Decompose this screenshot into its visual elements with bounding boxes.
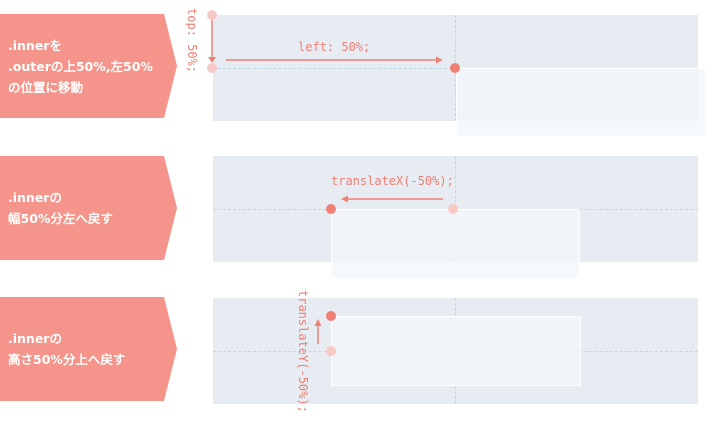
step-1-label-line-2: .outerの上50%,左50% (8, 58, 153, 74)
step-1-target-dot (450, 63, 460, 73)
step-3-inner-box (331, 316, 581, 386)
step-1-label-line-1: .innerを (8, 37, 62, 53)
step-3-translate-annotation: translateY(-50%); (296, 290, 310, 413)
step-3-start-dot (326, 346, 336, 356)
step-3-arrows (314, 319, 322, 344)
step-1-arrows (208, 20, 443, 64)
step-1-label: .innerを .outerの上50%,左50% の位置に移動 (0, 14, 177, 118)
step-2-translate-annotation: translateX(-50%); (331, 174, 454, 188)
step-2-label: .innerの 幅50%分左へ戻す (0, 156, 177, 260)
step-2-arrows (341, 195, 443, 203)
step-1-origin-top-dot (207, 10, 217, 20)
step-3-label-line-1: .innerの (8, 331, 62, 346)
step-1-label-line-3: の位置に移動 (8, 79, 84, 95)
step-3-label-line-2: 高さ50%分上へ戻す (8, 352, 126, 367)
step-3-up-arrow (314, 319, 322, 344)
step-2-start-dot (448, 204, 458, 214)
step-1-left-arrow (226, 56, 443, 64)
step-1-left-annotation: left: 50%; (298, 40, 371, 54)
step-2-end-dot (326, 204, 336, 214)
step-1-inner-box (456, 68, 706, 137)
step-3-translate-y: .innerの 高さ50%分上へ戻す translateY(-50%); (0, 284, 712, 413)
step-2-label-line-1: .innerの (8, 190, 62, 205)
step-2-left-arrow (341, 195, 443, 203)
step-1-move-to-center: .innerを .outerの上50%,左50% の位置に移動 top: 50%… (0, 0, 712, 137)
step-3-end-dot (326, 311, 336, 321)
step-1-top-arrow (208, 20, 216, 63)
step-1-origin-mid-dot (207, 63, 217, 73)
step-1-top-annotation: top: 50%; (185, 8, 199, 74)
step-3-label: .innerの 高さ50%分上へ戻す (0, 297, 177, 401)
step-2-translate-x: .innerの 幅50%分左へ戻す translateX(-50%); (0, 141, 712, 279)
step-2-label-line-2: 幅50%分左へ戻す (8, 211, 113, 226)
